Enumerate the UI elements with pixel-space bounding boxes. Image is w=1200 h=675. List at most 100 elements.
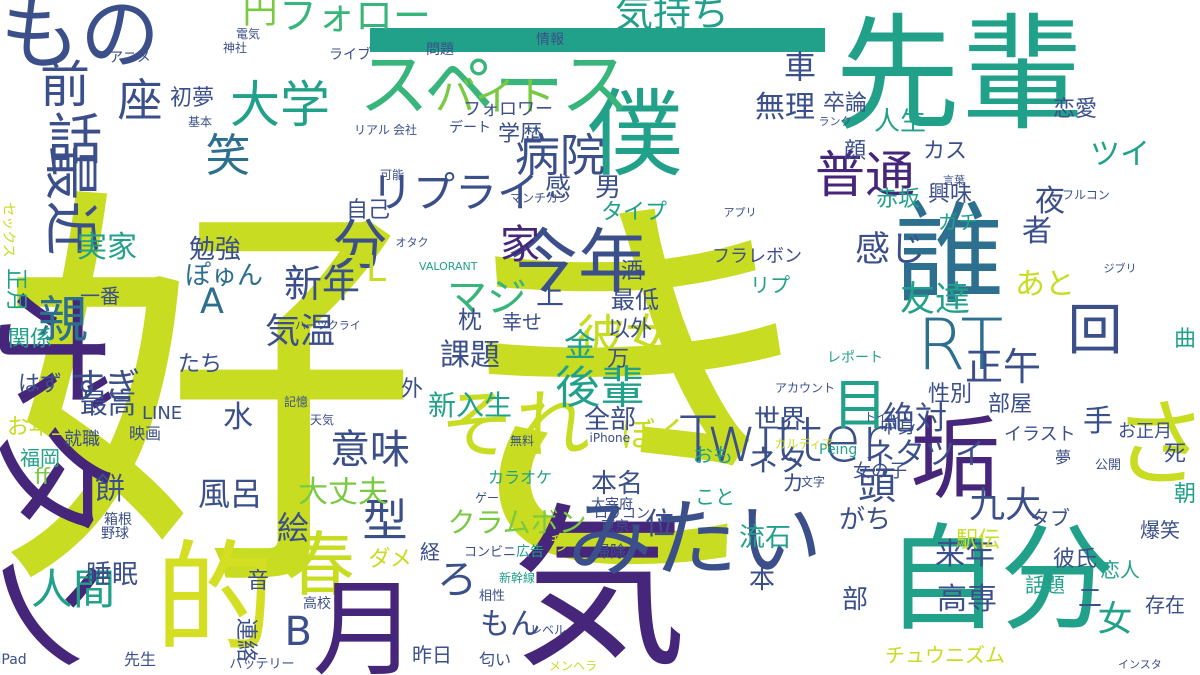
- cloud-word: コンビニ: [464, 544, 517, 560]
- cloud-word: 人間: [31, 565, 116, 614]
- cloud-word: 者: [1022, 214, 1052, 249]
- cloud-word: 匂い: [479, 650, 512, 669]
- cloud-word: 笑: [205, 128, 251, 182]
- cloud-word: iPad: [0, 652, 27, 668]
- cloud-word: 月: [312, 568, 418, 675]
- cloud-word: 就職: [64, 429, 100, 450]
- cloud-word: 目: [832, 372, 888, 437]
- cloud-word: 神社: [223, 41, 248, 55]
- cloud-word: 連絡: [233, 617, 259, 663]
- cloud-word: それ: [440, 380, 591, 469]
- cloud-word: お年玉: [7, 415, 74, 440]
- cloud-word: 新幹線: [499, 571, 536, 585]
- cloud-word: 来年: [935, 537, 995, 572]
- cloud-word: 無料: [510, 434, 535, 448]
- cloud-word: TL: [344, 249, 387, 290]
- cloud-word: リアル: [354, 123, 390, 137]
- cloud-word: 餅: [95, 472, 125, 507]
- cloud-word: 病院: [515, 128, 606, 182]
- cloud-word: フォロワー: [463, 99, 553, 120]
- cloud-word: 親: [38, 291, 88, 349]
- cloud-word: 家: [500, 222, 540, 268]
- cloud-word: Twitter: [679, 403, 887, 476]
- cloud-word: バイト: [435, 74, 555, 120]
- decorative-bar: [370, 28, 825, 52]
- cloud-word: 上: [536, 278, 565, 311]
- cloud-word: 秒: [551, 534, 569, 555]
- cloud-word: ネタツイ: [865, 437, 985, 472]
- cloud-word: 恋人: [1100, 558, 1140, 582]
- cloud-word: iPhone: [589, 431, 631, 445]
- cloud-word: マジ: [447, 275, 527, 321]
- cloud-word: 実家: [77, 230, 137, 265]
- cloud-word: ろ: [437, 557, 477, 603]
- cloud-word: カス: [923, 139, 968, 164]
- cloud-word: 世界: [754, 405, 807, 435]
- cloud-word: 回: [1067, 297, 1123, 362]
- cloud-word: レベル: [530, 623, 567, 637]
- cloud-word: こと: [695, 485, 735, 509]
- cloud-word: 気: [512, 488, 688, 675]
- cloud-word: 言葉: [943, 173, 965, 187]
- cloud-word: おも: [693, 443, 733, 467]
- cloud-word: 的: [155, 530, 275, 669]
- cloud-word: 記憶: [284, 395, 309, 409]
- cloud-word: 音: [247, 569, 270, 594]
- cloud-word: 初夢: [170, 86, 215, 111]
- cloud-word: 赤坂: [876, 187, 921, 212]
- cloud-word: デート: [449, 120, 491, 136]
- cloud-word: 全部: [584, 405, 637, 435]
- cloud-word: 垢: [910, 407, 1000, 512]
- cloud-word: 学歴: [498, 122, 543, 147]
- cloud-word: 幸せ: [502, 310, 542, 334]
- cloud-word: 万: [607, 347, 630, 372]
- cloud-word: 最高: [80, 387, 137, 420]
- cloud-word: 円: [242, 0, 278, 32]
- cloud-word: 最低: [611, 286, 659, 314]
- cloud-word: 座: [117, 73, 163, 127]
- cloud-word: 春: [285, 524, 355, 606]
- cloud-word: すぎ: [70, 366, 141, 407]
- cloud-word: 広告: [516, 544, 544, 560]
- cloud-word: ガチ: [938, 210, 978, 234]
- cloud-word: 二: [1078, 584, 1102, 612]
- cloud-word: 顔: [844, 139, 867, 164]
- cloud-word: 話: [47, 107, 103, 172]
- cloud-word: アニメ: [109, 50, 151, 66]
- cloud-word: レポート: [827, 350, 883, 366]
- cloud-word: 前: [40, 56, 90, 114]
- cloud-word: スペース: [359, 44, 631, 126]
- cloud-word: 普通: [815, 146, 915, 204]
- cloud-word: 可能: [380, 168, 405, 182]
- cloud-word: ハーツクライ: [295, 318, 361, 332]
- cloud-word: 恋愛: [1053, 97, 1098, 122]
- cloud-word: 男: [595, 173, 622, 203]
- cloud-word: 卒論: [823, 91, 868, 116]
- cloud-word: さ: [1112, 389, 1200, 500]
- cloud-word: 関係: [8, 327, 53, 352]
- cloud-word: 中身: [880, 417, 916, 438]
- cloud-word: ゲー: [475, 491, 500, 505]
- cloud-word: カ: [782, 472, 805, 497]
- cloud-word: LINE: [142, 403, 183, 424]
- cloud-word: 存在: [1145, 593, 1185, 617]
- cloud-word: 会社: [393, 123, 418, 137]
- cloud-word: 先輩: [835, 2, 1085, 148]
- cloud-word: 九大: [969, 485, 1042, 526]
- cloud-word: 経: [420, 540, 440, 564]
- cloud-word: 相性: [479, 588, 506, 604]
- cloud-word: 水: [223, 400, 253, 435]
- cloud-word: 高専: [937, 582, 997, 617]
- cloud-word: ロリコン: [594, 506, 650, 522]
- cloud-word: 気温: [265, 311, 336, 352]
- cloud-word: 新入生: [428, 389, 513, 422]
- cloud-word: ぼく: [621, 415, 689, 455]
- cloud-word: アカウント: [775, 381, 836, 395]
- cloud-word: イラスト: [1004, 424, 1076, 445]
- cloud-word: 問題: [426, 42, 454, 58]
- cloud-word: 大学: [230, 76, 330, 134]
- cloud-word: みたい: [567, 490, 823, 590]
- cloud-word: 大丈夫: [298, 475, 388, 510]
- cloud-word: 一番: [80, 284, 120, 308]
